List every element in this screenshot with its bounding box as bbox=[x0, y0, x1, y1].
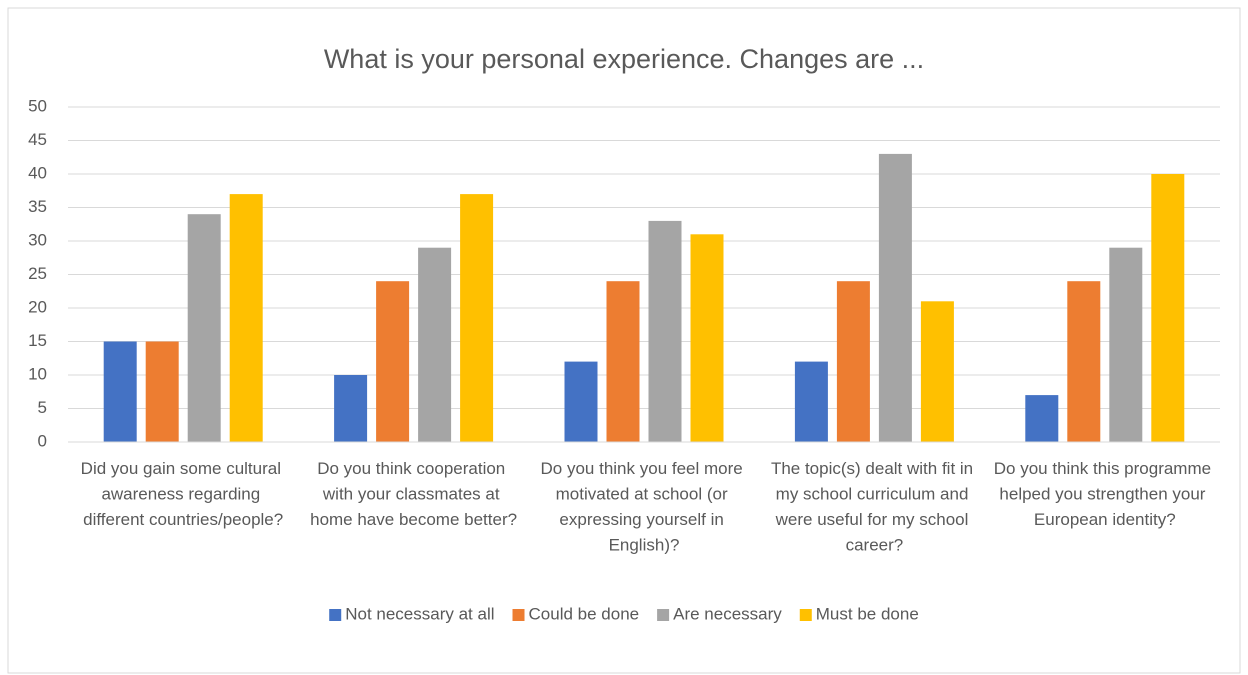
y-tick-label: 20 bbox=[28, 297, 47, 316]
bar bbox=[103, 341, 137, 442]
y-tick-label: 35 bbox=[28, 197, 47, 216]
bar bbox=[878, 153, 912, 442]
bar bbox=[690, 234, 724, 442]
legend-label: Are necessary bbox=[673, 604, 782, 623]
x-tick-label: Do you think this programme helped you s… bbox=[994, 459, 1216, 529]
bar bbox=[564, 361, 598, 442]
x-tick-label: The topic(s) dealt with fit in my school… bbox=[771, 459, 978, 555]
bar bbox=[920, 301, 954, 442]
legend-label: Not necessary at all bbox=[345, 604, 494, 623]
legend-swatch bbox=[512, 609, 525, 621]
y-tick-label: 0 bbox=[38, 431, 47, 450]
legend-swatch bbox=[329, 609, 342, 621]
bar bbox=[187, 214, 221, 442]
chart-title: What is your personal experience. Change… bbox=[324, 44, 924, 74]
y-tick-label: 40 bbox=[28, 163, 47, 182]
bar bbox=[794, 361, 828, 442]
y-tick-label: 45 bbox=[28, 130, 47, 149]
legend-label: Must be done bbox=[816, 604, 919, 623]
y-tick-label: 15 bbox=[28, 331, 47, 350]
bar bbox=[1067, 281, 1101, 442]
bar bbox=[1109, 247, 1143, 442]
bar bbox=[145, 341, 179, 442]
x-tick-label: Did you gain some cultural awareness reg… bbox=[81, 459, 286, 529]
x-tick-label: Do you think you feel more motivated at … bbox=[541, 459, 748, 555]
bar bbox=[648, 220, 682, 442]
y-tick-label: 50 bbox=[28, 96, 47, 115]
bar bbox=[418, 247, 452, 442]
legend-swatch bbox=[799, 609, 812, 621]
bar bbox=[229, 194, 263, 442]
bar bbox=[334, 375, 368, 442]
legend-label: Could be done bbox=[529, 604, 640, 623]
bar bbox=[606, 281, 640, 442]
legend-swatch bbox=[657, 609, 670, 621]
bar bbox=[376, 281, 410, 442]
bar bbox=[1025, 395, 1059, 442]
bar bbox=[1151, 174, 1185, 442]
y-tick-label: 30 bbox=[28, 230, 47, 249]
y-tick-label: 5 bbox=[38, 398, 47, 417]
bar bbox=[460, 194, 494, 442]
legend: Not necessary at all Could be done Are nec… bbox=[329, 604, 919, 623]
y-tick-label: 25 bbox=[28, 264, 47, 283]
y-tick-label: 10 bbox=[28, 364, 47, 383]
bar bbox=[836, 281, 870, 442]
x-tick-label: Do you think cooperation with your class… bbox=[310, 459, 517, 529]
